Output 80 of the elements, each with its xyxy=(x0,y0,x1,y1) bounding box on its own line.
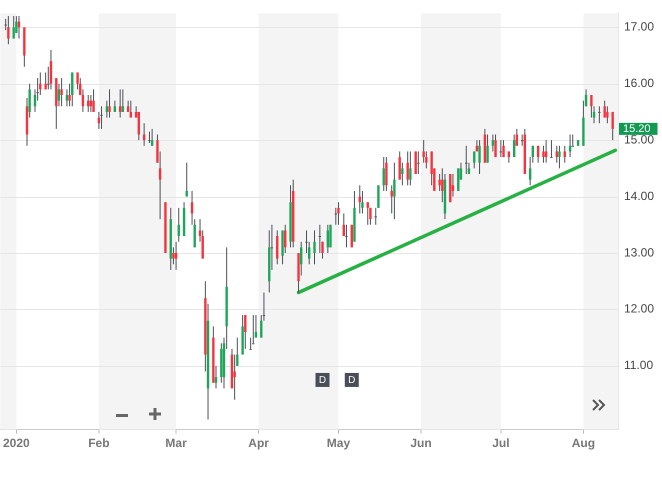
candlestick xyxy=(244,314,246,350)
candlestick xyxy=(438,174,441,192)
x-tick-label: Mar xyxy=(165,436,188,450)
candlestick xyxy=(611,111,614,141)
candlestick xyxy=(401,162,404,186)
candlestick xyxy=(564,145,566,164)
candlestick xyxy=(377,184,380,208)
x-tick-label: Jun xyxy=(410,436,432,450)
x-tick-label: 2020 xyxy=(2,436,30,450)
candlestick xyxy=(369,207,372,226)
candlestick xyxy=(528,156,532,186)
candlestick xyxy=(558,145,561,169)
candlestick xyxy=(516,128,518,146)
candlestick xyxy=(382,156,385,192)
candlestick xyxy=(178,207,180,242)
annotation: D xyxy=(348,375,356,386)
y-tick-label: 15.00 xyxy=(624,132,654,146)
candlestick xyxy=(536,145,540,164)
candlestick xyxy=(249,337,252,350)
candlestick xyxy=(409,150,412,186)
candlestick xyxy=(500,140,502,158)
y-tick-label: 12.00 xyxy=(624,302,654,316)
candlestick xyxy=(71,72,74,107)
candlestick xyxy=(284,224,286,254)
candlestick xyxy=(568,134,572,158)
y-tick-label: 17.00 xyxy=(624,20,654,34)
candlestick xyxy=(350,224,353,248)
candlestick xyxy=(142,122,146,146)
candlestick xyxy=(385,156,388,192)
candlestick xyxy=(465,145,468,175)
y-tick-label: 13.00 xyxy=(624,245,654,260)
candlestick xyxy=(118,88,122,118)
x-tick-label: Feb xyxy=(88,436,110,450)
candlestick xyxy=(544,140,548,164)
candlestick xyxy=(486,134,489,164)
candlestick xyxy=(122,88,124,112)
candlestick xyxy=(318,224,322,254)
candlestick xyxy=(532,145,534,164)
candlestick xyxy=(374,207,377,226)
candlestick xyxy=(406,150,409,186)
candlestick xyxy=(457,168,460,192)
candlestick xyxy=(87,94,90,112)
candlestick xyxy=(186,162,188,198)
candlestick xyxy=(150,128,154,146)
candlestick xyxy=(7,16,10,45)
y-tick-label: 14.00 xyxy=(624,188,654,203)
candlestick xyxy=(262,292,266,322)
candlestick xyxy=(550,140,553,158)
candlestick xyxy=(60,78,63,107)
candlestick xyxy=(492,134,494,152)
candlestick xyxy=(417,150,420,175)
annotation: D xyxy=(318,375,326,386)
candlestick xyxy=(598,106,601,124)
candlestick xyxy=(12,16,15,40)
y-tick-label: 11.00 xyxy=(624,358,654,372)
candlestick xyxy=(300,241,302,276)
x-tick-label: Jul xyxy=(492,436,510,450)
candlestick xyxy=(512,134,516,158)
candlestick xyxy=(478,140,481,175)
candlestick xyxy=(233,354,236,400)
candlestick xyxy=(390,184,393,214)
candlestick xyxy=(520,134,524,146)
y-tick-label: 16.00 xyxy=(624,76,654,90)
candlestick xyxy=(126,100,130,112)
candlestick xyxy=(174,241,178,270)
candlestick xyxy=(68,83,71,107)
candlestick xyxy=(276,230,278,265)
candlestick xyxy=(606,106,609,124)
x-tick-label: Aug xyxy=(572,436,596,450)
candlestick xyxy=(326,224,330,254)
annotation: 15.20 xyxy=(623,122,651,135)
x-tick-label: Apr xyxy=(248,436,270,450)
candlestick xyxy=(138,111,140,141)
candlestick xyxy=(393,162,396,220)
candlestick xyxy=(366,202,369,226)
x-tick-label: May xyxy=(326,436,350,450)
candlestick xyxy=(473,150,476,169)
candlestick xyxy=(130,100,132,118)
candlestick xyxy=(114,100,116,112)
candlestick xyxy=(358,184,361,214)
